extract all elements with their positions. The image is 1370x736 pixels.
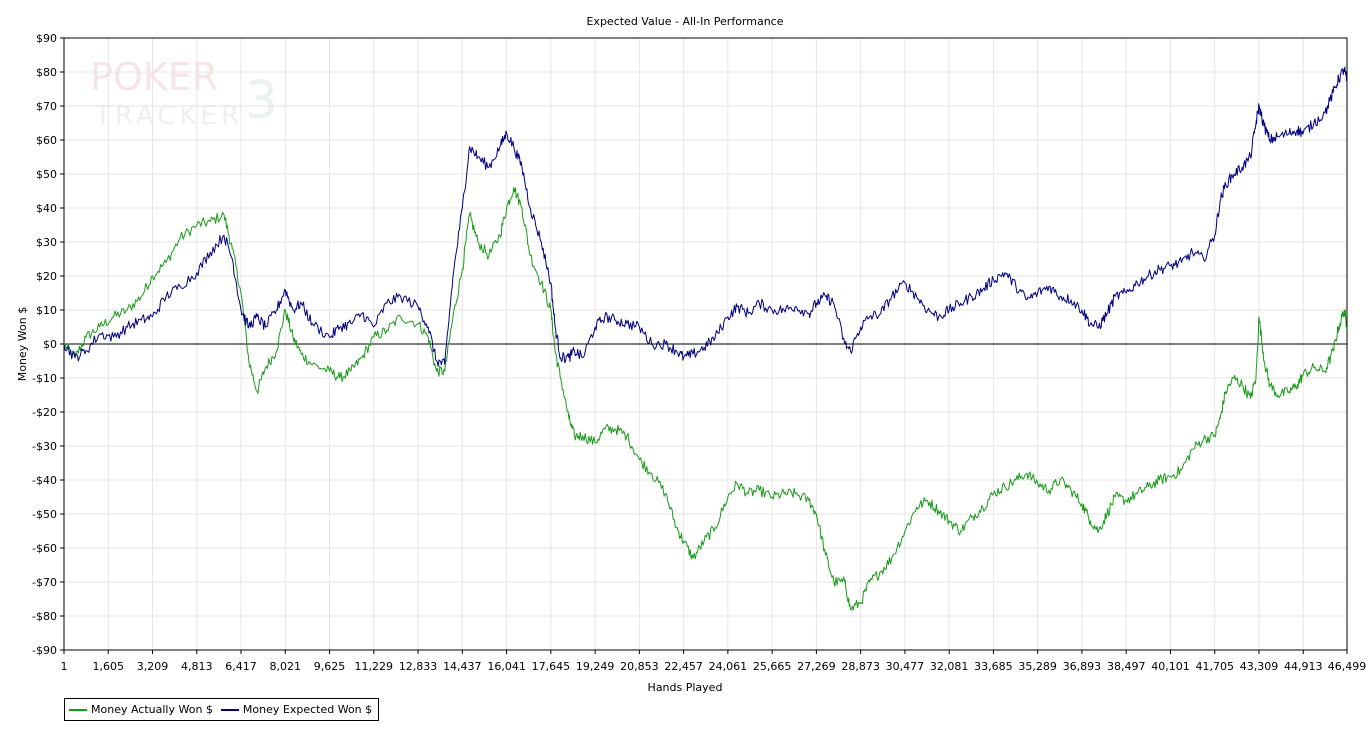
watermark-text-top: POKER	[90, 55, 218, 99]
x-tick-label: 33,685	[974, 660, 1013, 673]
legend-swatch-actual	[69, 708, 87, 711]
x-tick-label: 32,081	[930, 660, 969, 673]
x-tick-label: 44,913	[1284, 660, 1323, 673]
y-axis-ticks: $90 $80 $70 $60 $50 $40 $30 $20 $10 $0 -$10 -$20 -$3…	[32, 32, 64, 657]
y-axis-label: Money Won $	[16, 307, 29, 381]
x-tick-label: 40,101	[1151, 660, 1190, 673]
y-tick-label: -$40	[32, 474, 57, 487]
x-tick-label: 9,625	[314, 660, 346, 673]
x-tick-label: 43,309	[1240, 660, 1279, 673]
x-tick-label: 38,497	[1107, 660, 1146, 673]
legend-label-actual: Money Actually Won $	[91, 703, 213, 716]
x-tick-label: 41,705	[1195, 660, 1234, 673]
y-tick-label: $0	[43, 338, 57, 351]
x-tick-label: 19,249	[576, 660, 615, 673]
y-tick-label: $20	[36, 270, 57, 283]
x-tick-label: 20,853	[620, 660, 659, 673]
x-tick-label: 36,893	[1063, 660, 1102, 673]
x-tick-label: 35,289	[1018, 660, 1057, 673]
x-tick-label: 6,417	[225, 660, 257, 673]
x-tick-label: 4,813	[181, 660, 213, 673]
y-tick-label: -$90	[32, 644, 57, 657]
x-tick-label: 8,021	[270, 660, 302, 673]
y-tick-label: $50	[36, 168, 57, 181]
watermark-logo: POKER TRACKER 3	[90, 55, 278, 131]
y-tick-label: -$60	[32, 542, 57, 555]
y-tick-label: -$10	[32, 372, 57, 385]
x-tick-label: 16,041	[487, 660, 526, 673]
series-lines	[63, 66, 1348, 611]
x-tick-label: 28,873	[841, 660, 880, 673]
x-axis-label: Hands Played	[648, 681, 723, 694]
y-tick-label: $40	[36, 202, 57, 215]
series-line-expected	[63, 66, 1348, 367]
x-tick-label: 30,477	[886, 660, 925, 673]
y-tick-label: $60	[36, 134, 57, 147]
y-tick-label: $30	[36, 236, 57, 249]
series-line-actual	[63, 187, 1348, 611]
x-tick-label: 14,437	[443, 660, 482, 673]
x-tick-label: 3,209	[137, 660, 169, 673]
y-tick-label: -$20	[32, 406, 57, 419]
x-tick-label: 1	[61, 660, 68, 673]
y-tick-label: -$70	[32, 576, 57, 589]
y-tick-label: $80	[36, 66, 57, 79]
y-tick-label: $70	[36, 100, 57, 113]
x-tick-label: 22,457	[664, 660, 703, 673]
legend-item-actual: Money Actually Won $	[69, 703, 213, 716]
x-tick-label: 1,605	[93, 660, 125, 673]
x-tick-label: 25,665	[753, 660, 792, 673]
y-tick-label: -$80	[32, 610, 57, 623]
watermark-number: 3	[245, 71, 278, 131]
y-tick-label: $90	[36, 32, 57, 45]
y-tick-label: -$50	[32, 508, 57, 521]
legend-swatch-expected	[220, 708, 239, 711]
x-tick-label: 24,061	[709, 660, 748, 673]
y-tick-label: -$30	[32, 440, 57, 453]
x-tick-label: 27,269	[797, 660, 836, 673]
x-axis-ticks: 1 1,605 3,209 4,813 6,417 8,021 9,625 11,229 12,…	[61, 650, 1367, 673]
x-tick-label: 12,833	[399, 660, 438, 673]
chart-title: Expected Value - All-In Performance	[586, 15, 783, 28]
legend-item-expected: Money Expected Won $	[220, 703, 373, 716]
legend-label-expected: Money Expected Won $	[242, 703, 373, 716]
x-tick-label: 46,499	[1328, 660, 1367, 673]
chart-legend: Money Actually Won $ Money Expected Won …	[64, 698, 380, 721]
x-tick-label: 11,229	[355, 660, 394, 673]
y-tick-label: $10	[36, 304, 57, 317]
x-tick-label: 17,645	[532, 660, 571, 673]
